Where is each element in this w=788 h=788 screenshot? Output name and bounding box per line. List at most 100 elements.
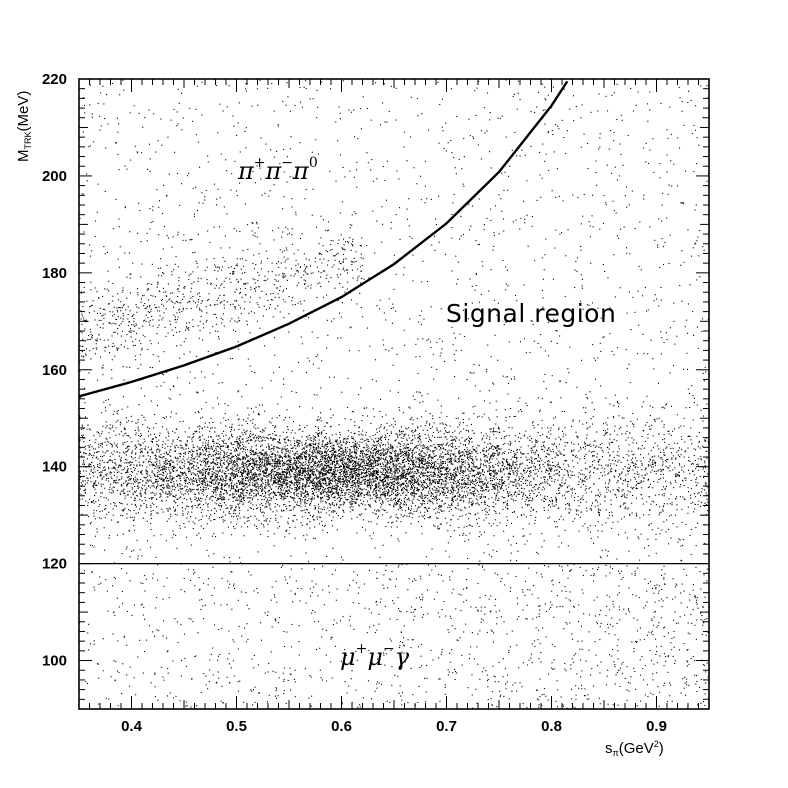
scatter-point — [266, 456, 268, 458]
scatter-point — [471, 441, 473, 443]
scatter-point — [146, 506, 148, 508]
scatter-point — [410, 510, 412, 512]
scatter-point — [407, 485, 409, 487]
scatter-point — [236, 438, 238, 440]
scatter-point — [270, 478, 272, 480]
scatter-point — [351, 437, 353, 439]
scatter-point — [163, 465, 165, 467]
scatter-point — [307, 436, 309, 438]
scatter-point — [371, 459, 373, 461]
scatter-point — [101, 510, 103, 512]
scatter-point — [643, 480, 645, 482]
scatter-point — [501, 481, 503, 483]
scatter-point — [454, 481, 456, 483]
scatter-point — [632, 469, 634, 471]
scatter-point — [263, 437, 265, 439]
scatter-point — [189, 463, 191, 465]
scatter-point — [618, 448, 620, 450]
scatter-point — [465, 484, 467, 486]
scatter-point — [271, 458, 273, 460]
scatter-point — [225, 473, 227, 475]
scatter-point — [383, 482, 385, 484]
scatter-point — [274, 459, 276, 461]
scatter-point — [318, 508, 320, 510]
scatter-point — [383, 493, 385, 495]
scatter-point — [290, 475, 292, 477]
scatter-point — [664, 454, 666, 456]
scatter-point — [150, 434, 152, 436]
scatter-point — [234, 489, 236, 491]
scatter-point — [570, 509, 572, 511]
scatter-point — [433, 465, 435, 467]
scatter-point — [432, 456, 434, 458]
scatter-point — [269, 507, 271, 509]
scatter-point — [234, 476, 236, 478]
scatter-point — [498, 470, 500, 472]
scatter-point — [536, 484, 538, 486]
scatter-point — [321, 492, 323, 494]
scatter-point — [265, 492, 267, 494]
scatter-point — [198, 493, 200, 495]
scatter-point — [441, 506, 443, 508]
scatter-point — [85, 500, 87, 502]
scatter-point — [353, 439, 355, 441]
scatter-point — [264, 468, 266, 470]
scatter-point — [128, 420, 130, 422]
scatter-point — [319, 479, 321, 481]
scatter-point — [117, 410, 119, 412]
scatter-point — [446, 467, 448, 469]
scatter-point — [653, 481, 655, 483]
scatter-point — [266, 453, 268, 455]
scatter-point — [264, 464, 266, 466]
scatter-point — [313, 480, 315, 482]
scatter-point — [244, 449, 246, 451]
scatter-point — [206, 458, 208, 460]
scatter-point — [279, 460, 281, 462]
scatter-point — [301, 436, 303, 438]
scatter-point — [656, 418, 658, 420]
scatter-point — [192, 437, 194, 439]
scatter-point — [192, 466, 194, 468]
scatter-point — [353, 465, 355, 467]
scatter-point — [502, 481, 504, 483]
scatter-point — [336, 439, 338, 441]
scatter-point — [212, 479, 214, 481]
scatter-point — [387, 500, 389, 502]
scatter-point — [369, 535, 371, 537]
scatter-point — [475, 498, 477, 500]
scatter-point — [95, 439, 97, 441]
scatter-point — [379, 457, 381, 459]
scatter-point — [94, 482, 96, 484]
scatter-point — [374, 500, 376, 502]
scatter-point — [336, 470, 338, 472]
scatter-point — [385, 457, 387, 459]
scatter-point — [127, 482, 129, 484]
scatter-point — [442, 451, 444, 453]
scatter-point — [238, 494, 240, 496]
scatter-point — [497, 465, 499, 467]
scatter-point — [702, 466, 704, 468]
scatter-point — [362, 457, 364, 459]
scatter-point — [328, 437, 330, 439]
scatter-point — [261, 467, 263, 469]
scatter-point — [495, 437, 497, 439]
scatter-point — [389, 495, 391, 497]
scatter-point — [322, 456, 324, 458]
scatter-point — [339, 496, 341, 498]
scatter-point — [327, 422, 329, 424]
scatter-point — [422, 456, 424, 458]
scatter-point — [224, 498, 226, 500]
scatter-point — [127, 445, 129, 447]
scatter-point — [409, 483, 411, 485]
scatter-point — [271, 488, 273, 490]
scatter-point — [118, 479, 120, 481]
scatter-point — [424, 445, 426, 447]
scatter-point — [196, 446, 198, 448]
scatter-point — [233, 444, 235, 446]
scatter-point — [158, 467, 160, 469]
scatter-point — [571, 489, 573, 491]
scatter-point — [398, 478, 400, 480]
scatter-point — [154, 454, 156, 456]
scatter-point — [122, 533, 124, 535]
scatter-point — [402, 516, 404, 518]
